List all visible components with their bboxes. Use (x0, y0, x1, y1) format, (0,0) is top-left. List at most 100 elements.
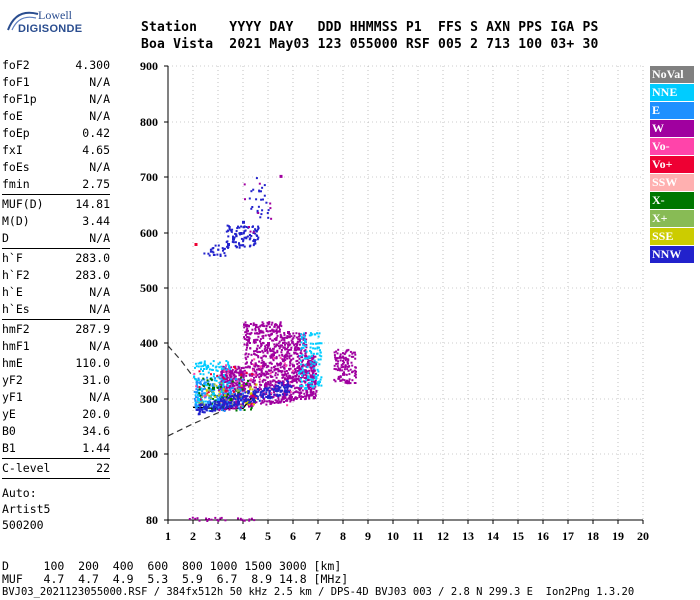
trace-point-w (304, 373, 307, 376)
x-tick-label: 5 (265, 529, 271, 543)
trace-point-w (301, 376, 304, 379)
trace-point-nne (200, 387, 203, 390)
trace-point-e (197, 389, 199, 391)
axes: 1 2 3 4 5 6 7 8 9 10 11 12 13 14 15 16 17 18 19 20802003004… (140, 59, 649, 543)
trace-point-nnw (225, 230, 228, 233)
trace-point-nnw (256, 388, 259, 391)
trace-point-w (220, 404, 223, 407)
trace-point-nnw (252, 390, 255, 393)
trace-point-nnw (243, 230, 246, 233)
trace-point-nne (309, 349, 311, 352)
trace-point-w (279, 333, 282, 336)
trace-point-sse (222, 387, 225, 390)
trace-point-nnw (275, 389, 278, 392)
trace-point-nne (299, 385, 302, 388)
trace-point-nne (309, 384, 312, 387)
trace-point-nne (305, 384, 308, 386)
trace-point-w (284, 355, 286, 357)
trace-point-vo (259, 366, 262, 369)
trace-point-w (268, 321, 271, 324)
trace-point-x (220, 382, 223, 385)
trace-point-nnw (207, 405, 210, 408)
trace-point-e (214, 377, 217, 380)
trace-point-w (278, 400, 281, 403)
trace-point-nnw (212, 251, 215, 254)
trace-point-w (233, 381, 235, 384)
trace-point-w (291, 380, 294, 383)
trace-point-e (217, 387, 220, 390)
trace-point-nne (205, 366, 208, 369)
trace-point-w (198, 519, 201, 522)
trace-point-nnw (249, 237, 252, 240)
trace-point-e (196, 396, 199, 399)
trace-point-w (255, 386, 257, 389)
trace-point-nne (317, 358, 320, 361)
trace-point-nnw (268, 393, 271, 396)
trace-point-w (296, 344, 298, 347)
trace-point-w (279, 380, 282, 383)
trace-point-w (310, 391, 312, 394)
trace-point-w (340, 366, 343, 369)
trace-point-w (256, 338, 259, 341)
trace-point-w (255, 347, 258, 350)
trace-point-x (207, 382, 210, 385)
trace-point-w (334, 357, 337, 360)
trace-point-nne (228, 366, 230, 369)
trace-point-nnw (276, 395, 279, 398)
trace-point-w (276, 334, 279, 337)
trace-point-nnw (222, 248, 225, 251)
trace-point-w (296, 366, 299, 369)
trace-point-vo (223, 377, 226, 380)
trace-point-w (263, 385, 266, 387)
trace-point-w (240, 407, 243, 409)
trace-point-w (298, 357, 301, 360)
trace-point-w (302, 396, 305, 398)
trace-point-x (231, 403, 234, 406)
data-point-w (279, 174, 283, 178)
trace-point-e (199, 382, 202, 385)
trace-point-w (248, 519, 251, 522)
trace-point-w (244, 331, 247, 334)
trace-point-nne (310, 364, 313, 367)
trace-point-nnw (226, 405, 229, 408)
trace-point-w (299, 398, 302, 400)
param-row: h`Es N/A (2, 301, 110, 318)
trace-point-nnw (248, 234, 251, 237)
trace-point-nne (222, 383, 225, 386)
trace-point-w (311, 387, 314, 390)
param-row: B0 34.6 (2, 423, 110, 440)
trace-point-w (268, 335, 271, 338)
trace-point-w (276, 381, 279, 384)
trace-point-nnw (275, 384, 278, 387)
trace-point-nnw (279, 386, 282, 389)
data-point-vo (194, 243, 198, 246)
trace-point-x (237, 391, 240, 394)
trace-point-w (278, 354, 281, 357)
trace-point-w (284, 372, 287, 375)
param-value: N/A (89, 109, 110, 123)
trace-point-w (277, 342, 280, 345)
trace-point-w (243, 336, 246, 339)
trace-point-e (206, 376, 209, 379)
trace-point-nnw (263, 184, 266, 187)
param-value: 283.0 (75, 268, 110, 282)
param-row: fmin 2.75 (2, 176, 110, 193)
trace-point-w (270, 323, 273, 326)
trace-point-w (260, 357, 263, 359)
trace-point-w (345, 357, 348, 360)
trace-point-w (298, 396, 301, 398)
trace-point-e (239, 408, 242, 411)
param-row: M(D) 3.44 (2, 213, 110, 230)
trace-point-nne (220, 394, 223, 397)
trace-point-e (220, 389, 223, 392)
trace-point-nnw (201, 411, 204, 413)
trace-point-nne (303, 371, 306, 374)
trace-point-w (238, 374, 241, 377)
trace-point-w (249, 333, 252, 336)
trace-point-w (343, 371, 345, 374)
trace-point-nne (228, 388, 231, 391)
trace-point-nnw (270, 396, 273, 399)
trace-point-nnw (285, 386, 288, 389)
trace-point-w (301, 363, 304, 366)
data-point-w (287, 331, 290, 334)
